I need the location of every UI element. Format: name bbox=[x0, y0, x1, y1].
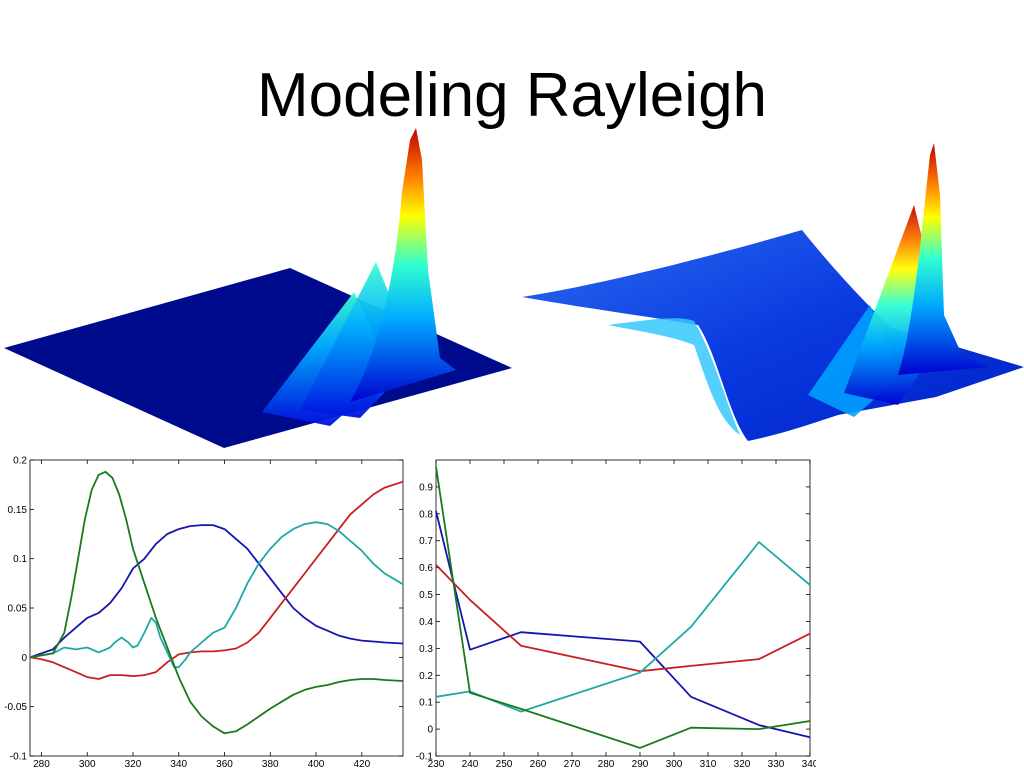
y-tick-label: 0.05 bbox=[8, 604, 28, 615]
line-chart-right: 230 240 250 260 270 280 290 300 310 320 330 340 -0.1… bbox=[416, 459, 816, 768]
x-tick-label: 420 bbox=[353, 759, 370, 768]
y-tick-label: 0.2 bbox=[419, 671, 433, 682]
line-chart-left: 280 300 320 340 360 380 400 420 -0.1 -0.05 0 0.05 0.… bbox=[4, 456, 404, 768]
y-tick-label: 0 bbox=[21, 653, 27, 664]
series-line-4 bbox=[435, 466, 811, 749]
y-tick-label: 0.1 bbox=[13, 554, 27, 565]
y-tick-label: 0.1 bbox=[419, 698, 433, 709]
x-tick-label: 300 bbox=[666, 759, 683, 768]
surface-peak-right bbox=[898, 143, 988, 375]
y-tick-label: -0.1 bbox=[416, 752, 434, 763]
x-tick-label: 240 bbox=[462, 759, 479, 768]
y-tick-label: 0.5 bbox=[419, 590, 433, 601]
plot-frame bbox=[29, 459, 404, 757]
x-tick-label: 280 bbox=[33, 759, 50, 768]
y-tick-label: 0.6 bbox=[419, 563, 433, 574]
slide-title: Modeling Rayleigh bbox=[256, 61, 768, 130]
series-line-4 bbox=[29, 470, 404, 735]
series-line-1 bbox=[29, 524, 404, 659]
x-tick-label: 330 bbox=[768, 759, 785, 768]
x-tick-label: 310 bbox=[700, 759, 717, 768]
surface-fold-right bbox=[608, 318, 740, 435]
x-tick-label: 230 bbox=[428, 759, 445, 768]
y-tick-label: 0.2 bbox=[13, 456, 27, 467]
x-tick-label: 280 bbox=[598, 759, 615, 768]
surface-plot-right bbox=[522, 143, 1024, 441]
y-tick-label: 0.3 bbox=[419, 644, 433, 655]
y-tick-label: 0.4 bbox=[419, 617, 433, 628]
x-tick-label: 360 bbox=[216, 759, 233, 768]
x-tick-label: 270 bbox=[564, 759, 581, 768]
x-tick-label: 320 bbox=[734, 759, 751, 768]
y-tick-label: -0.05 bbox=[4, 702, 27, 713]
y-tick-label: 0.15 bbox=[8, 505, 28, 516]
x-tick-label: 260 bbox=[530, 759, 547, 768]
y-tick-label: 0.8 bbox=[419, 509, 433, 520]
x-tick-label: 340 bbox=[170, 759, 187, 768]
series-line-2 bbox=[435, 564, 811, 673]
surface-plot-left bbox=[4, 128, 512, 448]
surface-peak-left bbox=[350, 128, 456, 402]
x-tick-label: 340 bbox=[802, 759, 816, 768]
y-tick-label: 0.9 bbox=[419, 482, 433, 493]
series-line-3 bbox=[29, 521, 404, 669]
y-tick-label: 0.7 bbox=[419, 536, 433, 547]
x-tick-label: 320 bbox=[125, 759, 142, 768]
x-tick-label: 400 bbox=[308, 759, 325, 768]
x-tick-label: 250 bbox=[496, 759, 513, 768]
x-tick-label: 300 bbox=[79, 759, 96, 768]
y-tick-label: -0.1 bbox=[10, 752, 28, 763]
plot-frame bbox=[435, 459, 811, 757]
x-tick-label: 290 bbox=[632, 759, 649, 768]
x-tick-label: 380 bbox=[262, 759, 279, 768]
y-tick-label: 0 bbox=[427, 725, 433, 736]
series-line-2 bbox=[29, 480, 404, 680]
series-line-1 bbox=[435, 510, 811, 739]
